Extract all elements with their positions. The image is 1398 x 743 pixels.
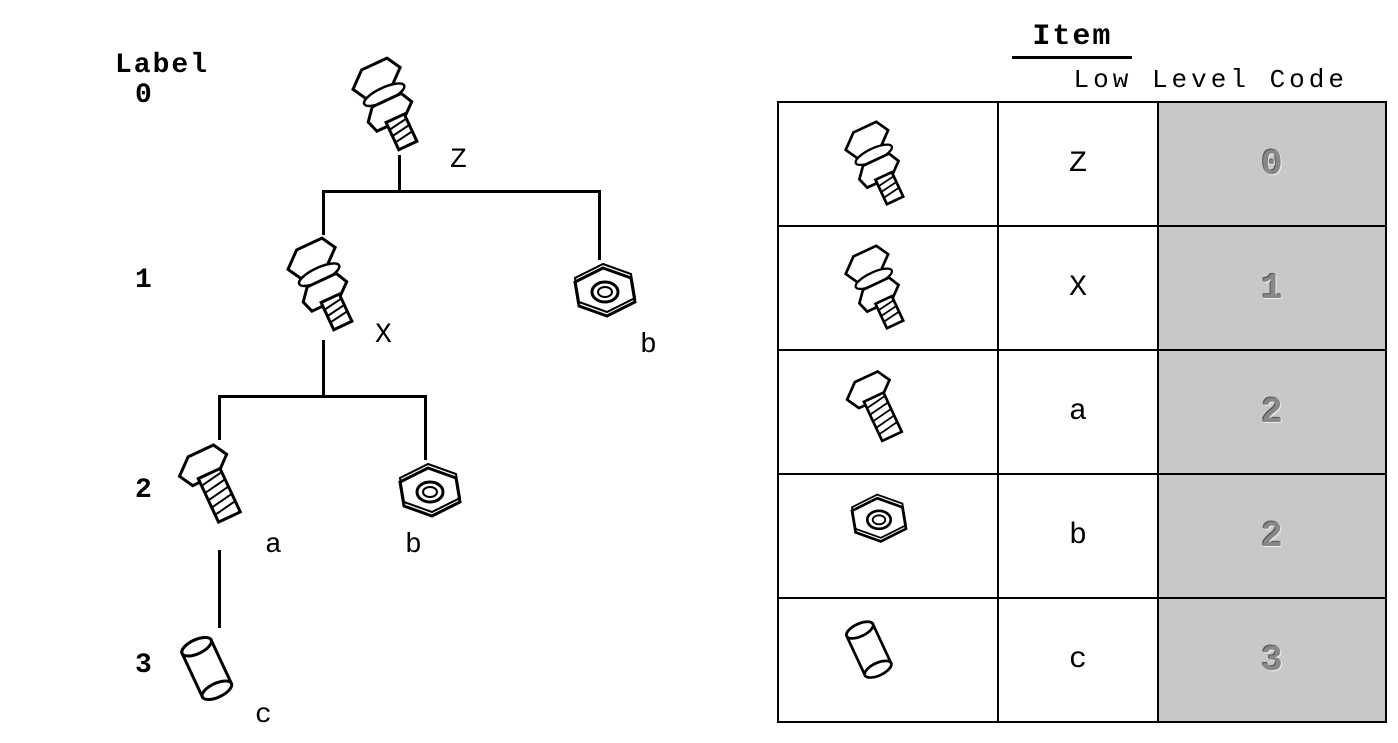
connector-6 bbox=[218, 395, 221, 440]
row-code: 1 bbox=[1158, 226, 1386, 350]
row-code: 2 bbox=[1158, 350, 1386, 474]
tree-header: Label bbox=[115, 50, 209, 81]
table-row: a2 bbox=[778, 350, 1386, 474]
table-title: Item bbox=[767, 20, 1378, 54]
tree-node-label-Z: Z bbox=[450, 145, 467, 176]
row-icon bbox=[778, 598, 998, 722]
connector-3 bbox=[598, 190, 601, 260]
row-code: 2 bbox=[1158, 474, 1386, 598]
connector-8 bbox=[218, 550, 221, 628]
tree-panel: Label 0 1 2 3 ZXbabc bbox=[20, 20, 767, 723]
row-item: a bbox=[998, 350, 1158, 474]
table-row: b2 bbox=[778, 474, 1386, 598]
table-column-header: Low Level Code bbox=[767, 65, 1378, 95]
table-row: X1 bbox=[778, 226, 1386, 350]
row-icon bbox=[778, 350, 998, 474]
tree-node-label-X: X bbox=[375, 320, 392, 351]
connector-2 bbox=[322, 190, 325, 235]
table-title-underline bbox=[1012, 56, 1132, 59]
level-label-3: 3 bbox=[135, 650, 152, 681]
table-panel: Item Low Level Code Z0X1a2b2c3 bbox=[767, 20, 1378, 723]
level-label-0: 0 bbox=[135, 80, 152, 111]
table-row: c3 bbox=[778, 598, 1386, 722]
diagram-root: Label 0 1 2 3 ZXbabc Item Low Level Code… bbox=[20, 20, 1378, 723]
tree-node-label-b1: b bbox=[640, 330, 657, 361]
connector-0 bbox=[398, 155, 401, 190]
tree-node-a bbox=[175, 440, 275, 540]
item-table: Z0X1a2b2c3 bbox=[777, 101, 1387, 723]
tree-node-Z bbox=[350, 55, 450, 155]
row-icon bbox=[778, 102, 998, 226]
connector-5 bbox=[218, 395, 426, 398]
connector-7 bbox=[424, 395, 427, 460]
level-label-1: 1 bbox=[135, 265, 152, 296]
tree-node-X bbox=[285, 235, 385, 335]
tree-node-label-a: a bbox=[265, 530, 282, 561]
level-label-2: 2 bbox=[135, 475, 152, 506]
row-icon bbox=[778, 226, 998, 350]
row-icon bbox=[778, 474, 998, 598]
row-item: b bbox=[998, 474, 1158, 598]
row-code: 0 bbox=[1158, 102, 1386, 226]
tree-node-label-c: c bbox=[255, 700, 272, 731]
row-item: X bbox=[998, 226, 1158, 350]
row-item: c bbox=[998, 598, 1158, 722]
connector-1 bbox=[322, 190, 600, 193]
row-code: 3 bbox=[1158, 598, 1386, 722]
tree-node-label-b2: b bbox=[405, 530, 422, 561]
row-item: Z bbox=[998, 102, 1158, 226]
table-row: Z0 bbox=[778, 102, 1386, 226]
connector-4 bbox=[322, 340, 325, 395]
